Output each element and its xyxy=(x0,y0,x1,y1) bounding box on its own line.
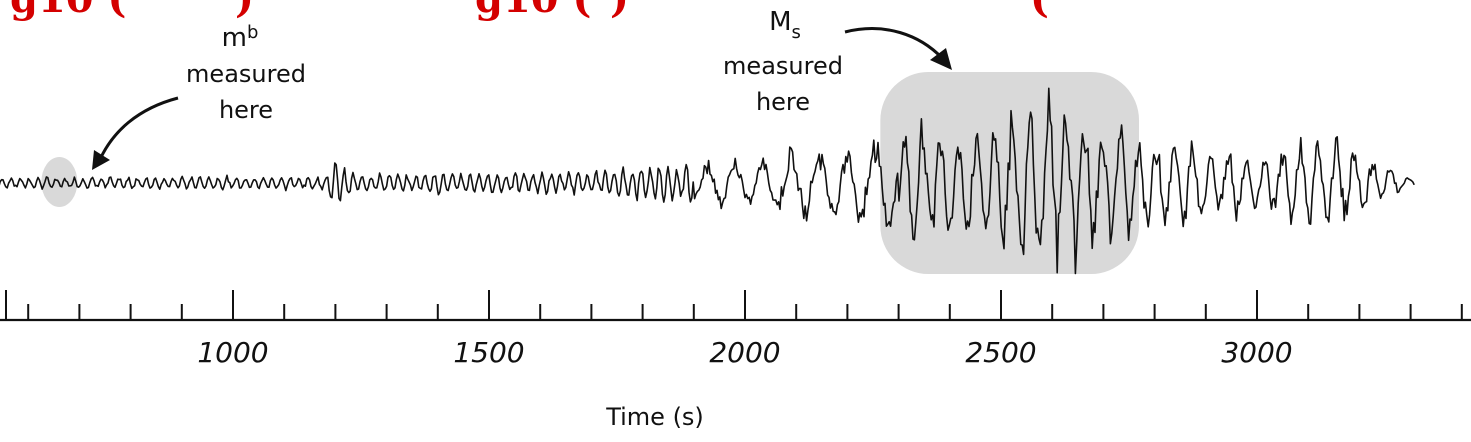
mb-annotation-line-2: here xyxy=(219,96,273,124)
ms-arrow xyxy=(844,27,944,60)
x-axis-title: Time (s) xyxy=(605,403,704,431)
seismogram-trace xyxy=(0,87,1415,275)
ms-annotation-line-1: measured xyxy=(723,52,843,80)
mb-arrow xyxy=(96,96,179,165)
clipped-header: g10 ( ) g10 ( ) ( xyxy=(10,0,1049,22)
ms-annotation-m: M xyxy=(769,7,791,37)
ms-annotation-sub: s xyxy=(792,22,801,43)
ms-annotation-line-2: here xyxy=(756,88,810,116)
ms-annotation: Ms measured here xyxy=(723,7,952,116)
x-tick-label: 1000 xyxy=(197,336,268,369)
x-tick-label: 2000 xyxy=(709,336,780,369)
mb-arrowhead xyxy=(92,150,110,170)
x-axis-ticks xyxy=(5,290,1463,320)
x-axis-tick-labels: 1000 1500 2000 2500 3000 xyxy=(197,336,1292,369)
mb-annotation-m: m xyxy=(222,23,247,53)
clipped-header-fragment-5: ( xyxy=(1030,0,1049,22)
x-tick-label: 2500 xyxy=(965,336,1036,369)
mb-annotation-sub: b xyxy=(247,22,258,43)
x-tick-label: 3000 xyxy=(1221,336,1292,369)
mb-annotation: mb measured here xyxy=(92,22,306,170)
clipped-header-fragment-2: ) xyxy=(235,0,254,22)
ms-arrowhead xyxy=(930,48,952,70)
clipped-header-fragment-3: g10 ( xyxy=(475,0,591,22)
svg-text:mb: mb xyxy=(222,22,259,53)
clipped-header-fragment-4: ) xyxy=(610,0,629,22)
clipped-header-fragment-1: g10 ( xyxy=(10,0,126,22)
x-tick-label: 1500 xyxy=(453,336,524,369)
mb-annotation-line-1: measured xyxy=(186,60,306,88)
svg-text:Ms: Ms xyxy=(769,7,801,43)
